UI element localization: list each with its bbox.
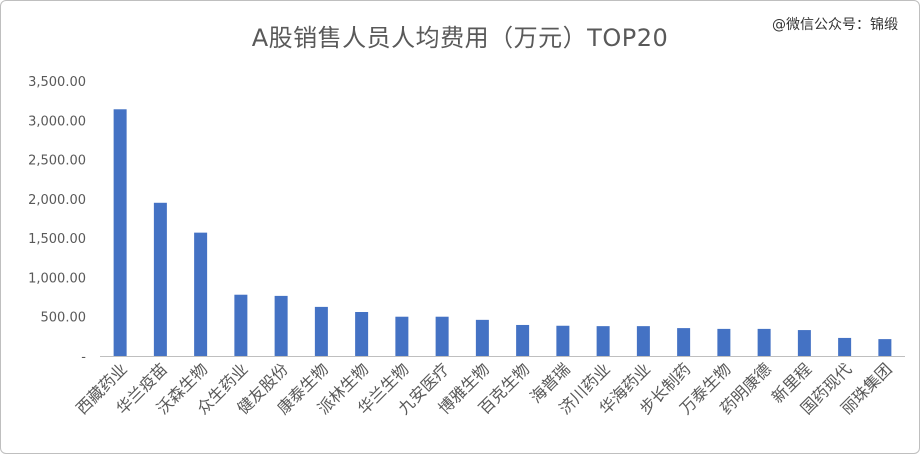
x-axis: 西藏药业华兰疫苗沃森生物众生药业健友股份康泰生物派林生物华兰生物九安医疗博雅生物… [72, 356, 905, 418]
bar [274, 295, 288, 356]
bar [516, 324, 530, 356]
bar [234, 294, 248, 356]
y-axis: - 500.00 1,000.00 1,500.00 2,000.00 2,500.00 3… [28, 75, 86, 365]
bar [838, 337, 852, 356]
bar [596, 326, 610, 356]
y-tick-label: 3,000.00 [28, 114, 86, 129]
bar [475, 319, 489, 356]
bar [194, 232, 208, 356]
y-tick-label: 1,000.00 [28, 271, 86, 286]
bar [797, 330, 811, 356]
chart-title: A股销售人员人均费用（万元）TOP20 [251, 24, 669, 52]
y-tick-label: 2,500.00 [28, 154, 86, 169]
bars-group [113, 109, 892, 357]
bar [556, 325, 570, 356]
bar [395, 316, 409, 356]
y-tick-label: - [81, 350, 86, 365]
y-tick-label: 1,500.00 [28, 232, 86, 247]
y-tick-label: 3,500.00 [28, 75, 86, 90]
bar [677, 328, 691, 356]
watermark-text: @微信公众号：锦缎 [772, 17, 898, 33]
bar [314, 306, 328, 356]
y-tick-label: 2,000.00 [28, 193, 86, 208]
bar [757, 328, 771, 356]
bar [636, 326, 650, 356]
y-tick-label: 500.00 [41, 311, 87, 326]
bar [878, 339, 892, 356]
bar [435, 316, 449, 356]
bar [113, 109, 127, 357]
bar [355, 312, 369, 356]
bar [153, 202, 167, 356]
bar [717, 328, 731, 356]
